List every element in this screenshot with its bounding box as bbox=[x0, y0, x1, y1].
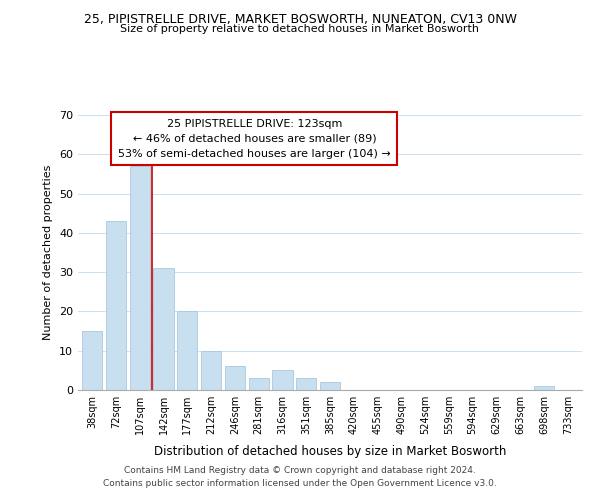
Text: Contains HM Land Registry data © Crown copyright and database right 2024.
Contai: Contains HM Land Registry data © Crown c… bbox=[103, 466, 497, 487]
Text: Size of property relative to detached houses in Market Bosworth: Size of property relative to detached ho… bbox=[121, 24, 479, 34]
Text: 25, PIPISTRELLE DRIVE, MARKET BOSWORTH, NUNEATON, CV13 0NW: 25, PIPISTRELLE DRIVE, MARKET BOSWORTH, … bbox=[83, 12, 517, 26]
Bar bbox=[534, 386, 554, 390]
Bar bbox=[248, 378, 269, 390]
Bar bbox=[296, 378, 316, 390]
Bar bbox=[177, 312, 197, 390]
Bar bbox=[82, 331, 103, 390]
Y-axis label: Number of detached properties: Number of detached properties bbox=[43, 165, 53, 340]
Bar bbox=[154, 268, 173, 390]
Bar bbox=[201, 350, 221, 390]
X-axis label: Distribution of detached houses by size in Market Bosworth: Distribution of detached houses by size … bbox=[154, 446, 506, 458]
Bar bbox=[130, 166, 150, 390]
Bar bbox=[106, 221, 126, 390]
Bar bbox=[272, 370, 293, 390]
Text: 25 PIPISTRELLE DRIVE: 123sqm
← 46% of detached houses are smaller (89)
53% of se: 25 PIPISTRELLE DRIVE: 123sqm ← 46% of de… bbox=[118, 119, 391, 158]
Bar bbox=[225, 366, 245, 390]
Bar bbox=[320, 382, 340, 390]
